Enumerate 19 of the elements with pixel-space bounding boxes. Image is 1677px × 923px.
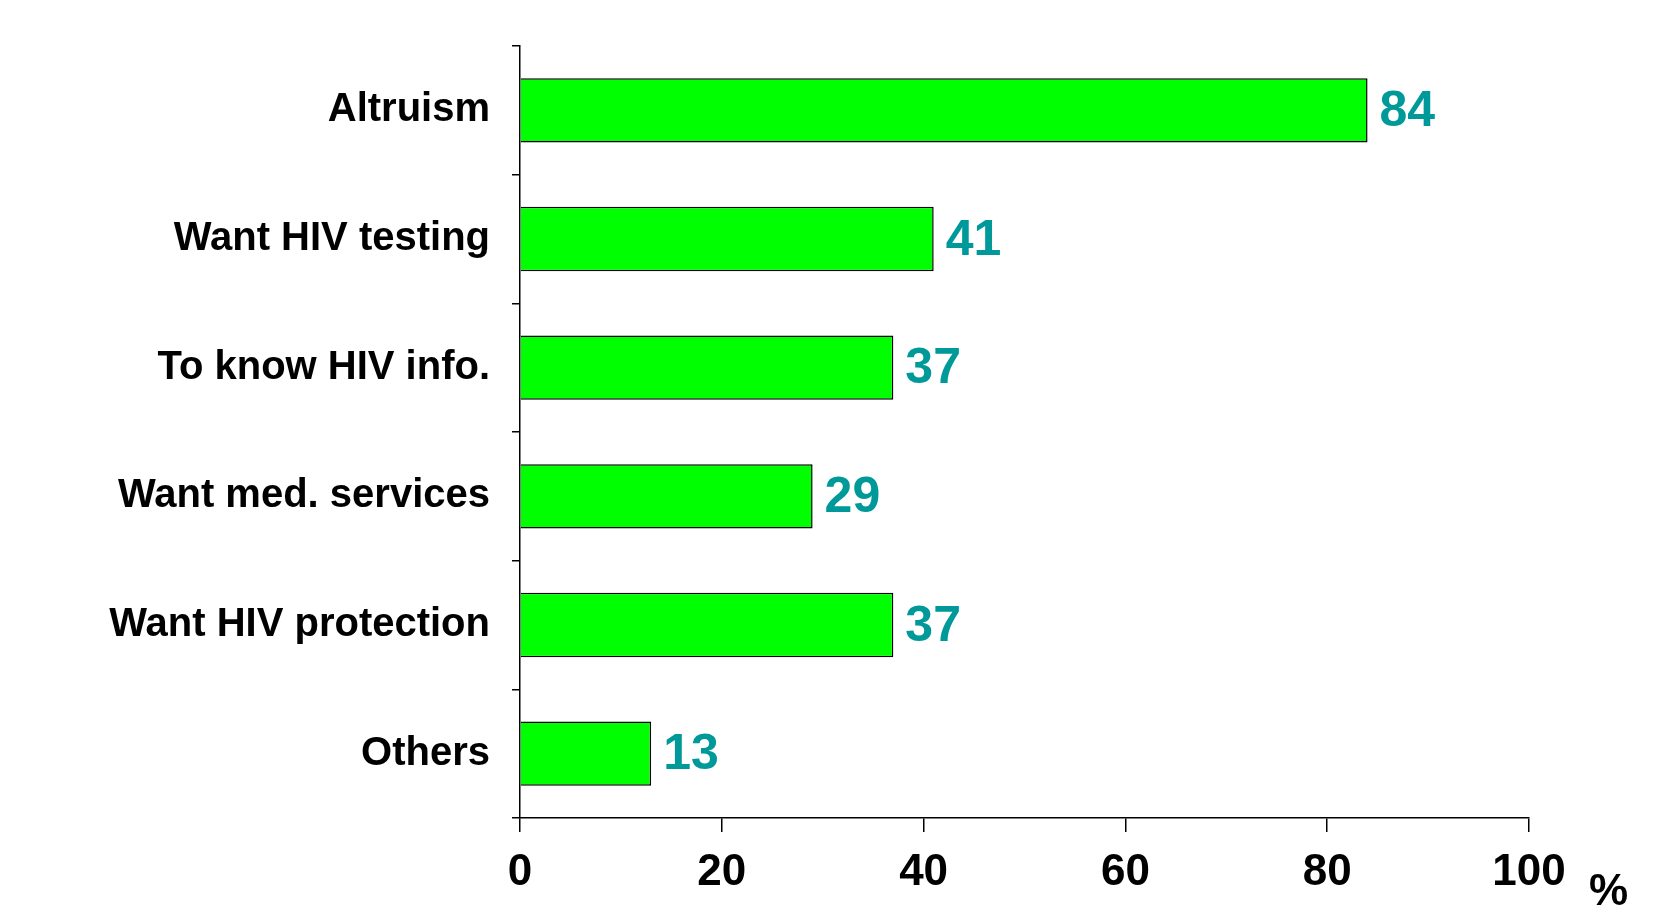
data-label: 84	[1379, 81, 1436, 138]
x-tick-label: 80	[1302, 844, 1352, 894]
y-tick-label: Altruism	[327, 85, 490, 130]
data-label: 29	[824, 467, 881, 524]
x-tick-label: 40	[899, 844, 949, 894]
y-tick-label: Want HIV testing	[173, 214, 490, 259]
data-label: 13	[663, 724, 719, 781]
y-tick-label: Others	[361, 728, 490, 773]
y-tick-label: Want HIV protection	[109, 600, 490, 645]
x-tick-label: 0	[507, 844, 533, 894]
y-tick-label: Want med. services	[117, 471, 490, 516]
data-label: 37	[905, 595, 961, 652]
data-label: 37	[905, 338, 961, 395]
x-tick-label: 60	[1100, 844, 1150, 894]
y-tick-label: To know HIV info.	[157, 342, 490, 387]
x-axis-title: %	[1589, 865, 1629, 915]
x-tick-label: 100	[1492, 844, 1566, 894]
data-label: 41	[945, 209, 1002, 266]
x-tick-label: 20	[697, 844, 747, 894]
